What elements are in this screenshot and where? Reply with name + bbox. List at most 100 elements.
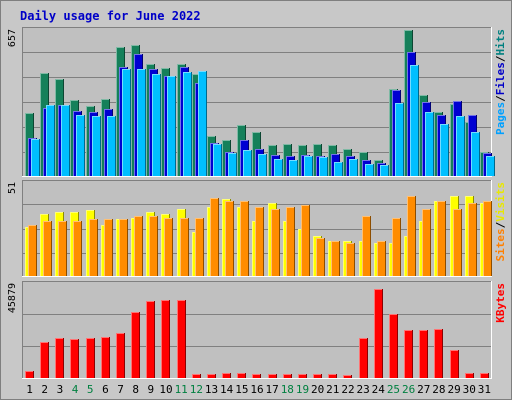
bar-kbytes-day-3 xyxy=(55,338,64,378)
bar-pages-day-7 xyxy=(122,69,131,176)
bar-pages-day-6 xyxy=(107,116,116,176)
bar-kbytes-day-6 xyxy=(101,337,110,378)
bar-pages-day-19 xyxy=(304,156,313,176)
x-tick-label-2: 2 xyxy=(41,383,48,396)
bar-pages-day-24 xyxy=(380,165,389,176)
x-tick-label-13: 13 xyxy=(205,383,218,396)
bar-kbytes-day-20 xyxy=(313,374,322,378)
x-tick-label-3: 3 xyxy=(57,383,64,396)
legend-pages: Pages xyxy=(494,102,507,135)
bar-kbytes-day-31 xyxy=(480,373,489,378)
x-tick-label-28: 28 xyxy=(432,383,445,396)
x-tick-label-6: 6 xyxy=(102,383,109,396)
bar-pages-day-25 xyxy=(395,103,404,176)
x-tick-label-22: 22 xyxy=(341,383,354,396)
bar-kbytes-day-5 xyxy=(86,338,95,378)
x-tick-label-25: 25 xyxy=(387,383,400,396)
bar-sites-day-21 xyxy=(331,241,340,276)
bar-sites-day-29 xyxy=(453,209,462,276)
bar-kbytes-day-27 xyxy=(419,330,428,378)
bar-kbytes-day-15 xyxy=(237,373,246,378)
bar-sites-day-25 xyxy=(392,218,401,276)
bar-sites-day-9 xyxy=(149,216,158,276)
x-tick-label-19: 19 xyxy=(296,383,309,396)
x-tick-label-14: 14 xyxy=(220,383,234,396)
bar-kbytes-day-4 xyxy=(70,339,79,378)
bar-pages-day-12 xyxy=(198,71,207,176)
bar-sites-day-27 xyxy=(422,209,431,276)
x-tick-label-26: 26 xyxy=(402,383,415,396)
bar-sites-day-8 xyxy=(134,216,143,276)
legend-separator: / xyxy=(494,221,507,228)
x-tick-label-10: 10 xyxy=(159,383,172,396)
bar-kbytes-day-30 xyxy=(465,373,474,378)
legend-files: Files xyxy=(494,62,507,95)
bar-sites-day-6 xyxy=(104,219,113,276)
bar-sites-day-5 xyxy=(89,219,98,276)
legend-separator: / xyxy=(494,95,507,102)
x-tick-label-20: 20 xyxy=(311,383,324,396)
x-tick-label-30: 30 xyxy=(463,383,476,396)
x-tick-label-4: 4 xyxy=(72,383,79,396)
bar-kbytes-day-16 xyxy=(252,374,261,378)
bar-sites-day-18 xyxy=(286,207,295,276)
bar-kbytes-day-19 xyxy=(298,374,307,378)
bar-kbytes-day-1 xyxy=(25,371,34,378)
x-tick-label-15: 15 xyxy=(235,383,248,396)
bar-kbytes-day-24 xyxy=(374,289,383,378)
bar-sites-day-17 xyxy=(271,209,280,276)
bar-kbytes-day-11 xyxy=(177,300,186,378)
x-tick-label-21: 21 xyxy=(326,383,339,396)
bar-sites-day-20 xyxy=(316,238,325,276)
bar-sites-day-7 xyxy=(119,219,128,276)
bar-sites-day-12 xyxy=(195,218,204,276)
bar-sites-day-3 xyxy=(58,221,67,276)
bar-sites-day-10 xyxy=(164,218,173,276)
bar-pages-day-29 xyxy=(456,116,465,176)
bar-sites-day-26 xyxy=(407,196,416,276)
bar-sites-day-22 xyxy=(346,243,355,276)
legend-sites: Sites xyxy=(494,228,507,261)
x-tick-label-7: 7 xyxy=(117,383,124,396)
bar-pages-day-10 xyxy=(167,76,176,176)
x-tick-label-5: 5 xyxy=(87,383,94,396)
bar-pages-day-4 xyxy=(76,115,85,176)
bar-sites-day-11 xyxy=(180,218,189,276)
bar-pages-day-3 xyxy=(61,105,70,176)
y-max-label: 45879 xyxy=(7,283,18,313)
bar-sites-day-1 xyxy=(28,225,37,276)
bar-sites-day-4 xyxy=(73,221,82,276)
bar-kbytes-day-8 xyxy=(131,312,140,378)
x-tick-label-31: 31 xyxy=(478,383,491,396)
bar-pages-day-23 xyxy=(365,164,374,176)
bar-pages-day-28 xyxy=(440,124,449,176)
bar-pages-day-2 xyxy=(46,105,55,176)
bar-kbytes-day-21 xyxy=(328,374,337,378)
bar-sites-day-30 xyxy=(468,203,477,276)
bar-pages-day-16 xyxy=(258,154,267,176)
bar-pages-day-26 xyxy=(410,65,419,176)
legend-kbytes: KBytes xyxy=(494,283,507,323)
panel-kbytes xyxy=(22,281,492,379)
x-tick-label-29: 29 xyxy=(447,383,460,396)
bar-pages-day-31 xyxy=(486,156,495,176)
bar-sites-day-23 xyxy=(362,216,371,276)
legend-hits: Hits xyxy=(494,29,507,56)
bar-pages-day-8 xyxy=(137,69,146,176)
bar-pages-day-22 xyxy=(349,159,358,176)
bar-sites-day-19 xyxy=(301,205,310,276)
bar-pages-day-18 xyxy=(289,160,298,176)
bar-kbytes-day-29 xyxy=(450,350,459,378)
bar-sites-day-15 xyxy=(240,201,249,276)
bar-kbytes-day-9 xyxy=(146,301,155,378)
bar-sites-day-14 xyxy=(225,201,234,276)
bar-pages-day-21 xyxy=(334,162,343,176)
bar-kbytes-day-2 xyxy=(40,342,49,378)
x-tick-label-8: 8 xyxy=(132,383,139,396)
legend-visits-sites: Sites/Visits xyxy=(494,182,507,262)
x-tick-label-18: 18 xyxy=(281,383,294,396)
legend-visits: Visits xyxy=(494,182,507,222)
bar-pages-day-30 xyxy=(471,132,480,176)
